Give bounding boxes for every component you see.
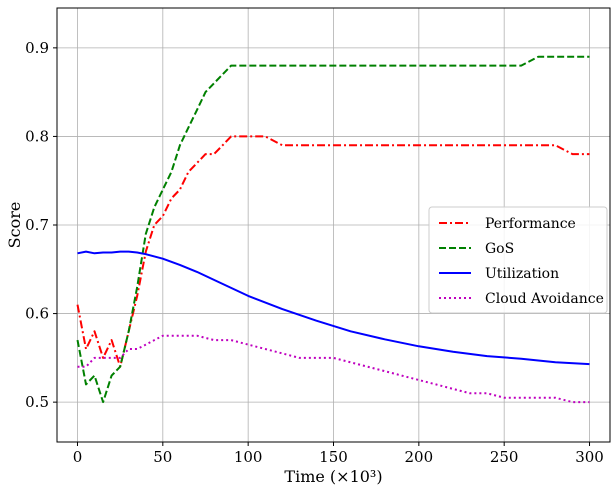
y-tick-label: 0.8 bbox=[25, 127, 49, 145]
x-tick-label: 200 bbox=[405, 448, 434, 466]
x-tick-label: 300 bbox=[575, 448, 604, 466]
y-tick-label: 0.6 bbox=[25, 305, 49, 323]
series-line-gos bbox=[76, 55, 590, 404]
series-line-cloud-avoidance bbox=[77, 334, 590, 404]
legend-label: Performance bbox=[485, 216, 576, 232]
y-axis-label: Score bbox=[5, 202, 24, 249]
tick-labels: 0 50 100 150 200 250 300 0.5 0.6 0.7 0.8 0.9 bbox=[25, 39, 604, 466]
legend-label: GoS bbox=[485, 241, 514, 257]
y-tick-label: 0.7 bbox=[25, 216, 49, 234]
legend-box bbox=[428, 206, 608, 314]
x-tick-label: 50 bbox=[153, 448, 172, 466]
y-tick-label: 0.9 bbox=[25, 39, 49, 57]
x-axis-label: Time (×10³) bbox=[284, 467, 382, 486]
x-tick-label: 150 bbox=[319, 448, 348, 466]
y-tick-label: 0.5 bbox=[25, 393, 49, 411]
series-layer bbox=[76, 55, 590, 404]
x-tick-label: 0 bbox=[73, 448, 83, 466]
legend-label: Cloud Avoidance bbox=[485, 291, 604, 307]
series-line-utilization bbox=[77, 250, 590, 366]
legend: Performance GoS Utilization Cloud Avoidance bbox=[428, 206, 608, 314]
tick-marks bbox=[53, 47, 591, 446]
legend-label: Utilization bbox=[485, 266, 559, 282]
x-tick-label: 250 bbox=[490, 448, 519, 466]
x-tick-label: 100 bbox=[234, 448, 263, 466]
